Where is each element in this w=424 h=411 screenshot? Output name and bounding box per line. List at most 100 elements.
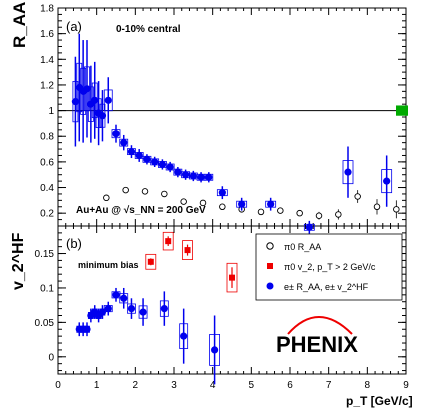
- legend-marker-electron: [266, 282, 274, 290]
- data-point-electron: [238, 200, 246, 208]
- legend-label-electron: e± R_AA, e± v_2^HF: [284, 282, 369, 292]
- y-tick-label-b: 0: [48, 352, 54, 363]
- sys-box: [145, 253, 157, 270]
- y-tick-label-a: 1.2: [40, 80, 54, 91]
- y-tick-label-a: 0.8: [40, 132, 54, 143]
- data-point-electron: [98, 112, 107, 120]
- x-tick-label: 4: [210, 380, 216, 391]
- data-point-electron: [127, 305, 136, 313]
- data-point-electron: [189, 172, 197, 180]
- data-point-pi0-v2: [184, 247, 191, 254]
- data-point-pi0-raa: [373, 203, 381, 211]
- legend: π0 R_AA π0 v_2, p_T > 2 GeV/c e± R_AA, e…: [255, 233, 403, 301]
- data-point-pi0-raa: [141, 188, 149, 195]
- panel-a-frame: [57, 7, 407, 227]
- y-tick-label-a: 1.6: [40, 29, 54, 40]
- legend-label-pi0-raa: π0 R_AA: [284, 242, 321, 252]
- minbias-label: minimum bias: [78, 260, 139, 270]
- sys-box: [182, 240, 193, 260]
- data-point-pi0-raa: [335, 211, 342, 218]
- data-point-electron: [91, 96, 99, 104]
- system-label: Au+Au @ √s_NN = 200 GeV: [76, 205, 206, 216]
- y-axis-label-a: R_AA: [10, 2, 29, 48]
- y-tick-label-a: 0.6: [40, 157, 54, 168]
- sys-box: [162, 231, 174, 251]
- y-axis-label-b: v_2^HF: [10, 232, 27, 290]
- data-point-electron: [174, 168, 182, 176]
- data-point-electron: [158, 160, 166, 169]
- logo-text: PHENIX: [276, 332, 358, 357]
- data-point-electron: [143, 155, 151, 163]
- data-point-electron: [151, 158, 159, 166]
- legend-label-pi0-v2: π0 v_2, p_T > 2 GeV/c: [284, 262, 376, 272]
- data-point-electron: [104, 96, 112, 104]
- data-point-electron: [104, 305, 112, 313]
- data-point-pi0-raa: [354, 193, 361, 200]
- centrality-label: 0-10% central: [116, 24, 181, 35]
- data-point-electron: [71, 98, 79, 106]
- legend-marker-pi0-v2: [267, 263, 273, 269]
- data-point-pi0-v2: [165, 238, 172, 245]
- data-point-electron: [180, 332, 188, 340]
- x-tick-label: 3: [171, 380, 177, 391]
- data-point-electron: [83, 85, 91, 93]
- data-point-electron: [135, 151, 143, 160]
- panel-a-label: (a): [66, 19, 82, 34]
- data-point-pi0-raa: [277, 207, 284, 214]
- data-point-pi0-raa: [103, 194, 110, 202]
- data-point-electron: [182, 171, 190, 179]
- x-tick-label: 8: [365, 380, 371, 391]
- y-tick-label-a: 1.8: [40, 4, 54, 15]
- panel-a-marks: [58, 33, 408, 234]
- phenix-logo: PHENIX: [276, 316, 358, 357]
- data-point-electron: [344, 168, 352, 176]
- x-axis-label: p_T [GeV/c]: [346, 394, 413, 408]
- legend-box: [255, 233, 403, 301]
- x-tick-label: 0: [55, 380, 61, 391]
- data-point-pi0-raa: [257, 208, 265, 216]
- data-point-pi0-raa: [296, 209, 303, 217]
- normalization-box: [396, 105, 408, 116]
- data-point-electron: [112, 130, 120, 138]
- y-tick-label-a: 1.4: [40, 55, 54, 66]
- data-point-electron: [305, 223, 313, 231]
- legend-marker-pi0-raa: [266, 242, 274, 250]
- axis-ticks: 0 1 2 3 4 5 6 7 8 9 0.2 0.4 0.6 0.8 1 1.2 1.4 1.6 1.8 0 0.05…: [35, 4, 410, 392]
- data-point-electron: [211, 346, 219, 354]
- data-point-electron: [83, 325, 91, 333]
- data-point-electron: [383, 177, 391, 185]
- data-point-electron: [205, 173, 213, 181]
- y-tick-label-b: 0.05: [35, 318, 55, 329]
- data-point-electron: [112, 291, 120, 299]
- data-point-pi0-raa: [315, 212, 323, 219]
- x-tick-label: 9: [403, 380, 409, 391]
- x-tick-label: 7: [326, 380, 332, 391]
- data-point-electron: [218, 189, 226, 197]
- x-tick-label: 5: [249, 380, 255, 391]
- x-tick-label: 6: [287, 380, 293, 391]
- panel-b-label: (b): [66, 236, 82, 251]
- data-point-electron: [160, 305, 168, 313]
- data-point-electron: [267, 200, 275, 208]
- data-point-electron: [139, 308, 147, 316]
- y-tick-label-b: 0.15: [35, 249, 55, 260]
- data-point-electron: [166, 163, 174, 171]
- x-tick-label: 1: [94, 380, 100, 391]
- panel-b-marks: [75, 231, 238, 385]
- y-tick-label-a: 0.2: [40, 209, 54, 220]
- data-point-electron: [127, 148, 136, 156]
- data-point-pi0-raa: [180, 198, 187, 205]
- data-point-pi0-raa: [122, 186, 129, 194]
- sys-box: [226, 262, 238, 293]
- y-tick-label-b: 0.1: [40, 283, 54, 294]
- x-tick-label: 2: [133, 380, 139, 391]
- data-point-pi0-raa: [199, 199, 207, 207]
- data-point-pi0-raa: [161, 190, 168, 198]
- data-point-electron: [120, 294, 128, 302]
- data-point-pi0-raa: [219, 203, 226, 211]
- data-point-pi0-v2: [229, 274, 235, 281]
- data-point-electron: [197, 173, 205, 181]
- data-point-electron: [120, 139, 128, 147]
- data-point-pi0-v2: [147, 258, 154, 265]
